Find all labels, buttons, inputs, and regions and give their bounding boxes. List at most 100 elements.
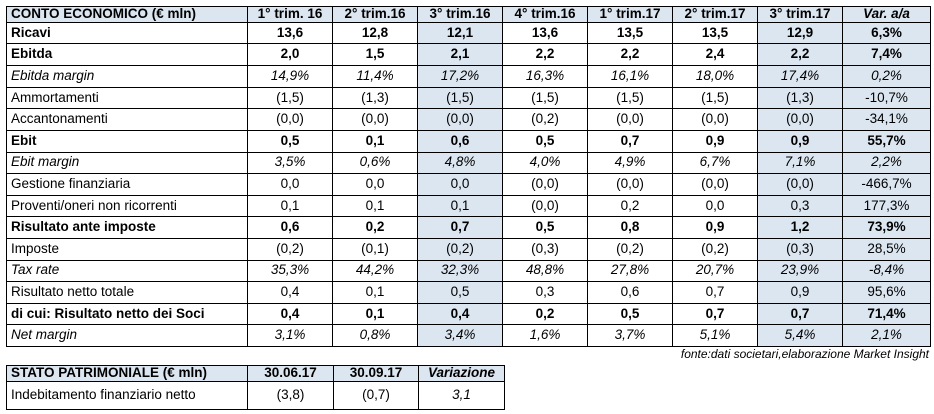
cell-value: 1,6% xyxy=(502,324,588,347)
cell-value: 0,1 xyxy=(332,129,418,153)
table-row: di cui: Risultato netto dei Soci 0,4 0,1 0,… xyxy=(6,302,931,326)
balance-sheet-table: STATO PATRIMONIALE (€ mln) 30.06.17 30.0… xyxy=(6,365,505,411)
table-row: Indebitamento finanziario netto (3,8) (0… xyxy=(6,380,505,411)
table-row: Ebitda margin 14,9% 11,4% 17,2% 16,3% 16,1% 18… xyxy=(6,65,931,88)
cell-value: 3,7% xyxy=(587,324,673,347)
cell-value: 1,2 xyxy=(757,216,843,239)
cell-value: (1,3) xyxy=(757,86,843,110)
source-note: fonte:dati societari,elaborazione Market… xyxy=(680,347,929,361)
cell-value: 0,7 xyxy=(417,216,503,239)
cell-value: 0,2 xyxy=(587,194,673,218)
cell-value: 0,6% xyxy=(332,151,418,175)
cell-value: 16,3% xyxy=(502,65,588,88)
cell-value: 0,5 xyxy=(417,281,503,304)
cell-value: (0,0) xyxy=(502,194,588,218)
cell-value: 0,2% xyxy=(842,65,931,88)
cell-value: (0,2) xyxy=(672,237,758,261)
row-label: Risultato ante imposte xyxy=(6,216,248,239)
row-label: Ricavi xyxy=(6,21,248,45)
cell-value: 12,1 xyxy=(417,21,503,45)
column-header: 4° trim.16 xyxy=(502,6,588,23)
row-label: Ammortamenti xyxy=(6,86,248,110)
cell-value: (1,5) xyxy=(247,86,333,110)
cell-value: 13,5 xyxy=(587,21,673,45)
cell-value: 4,0% xyxy=(502,151,588,175)
balance-table-title: STATO PATRIMONIALE (€ mln) xyxy=(6,365,248,382)
row-label: Accantonamenti xyxy=(6,108,248,131)
cell-value: 0,2 xyxy=(502,302,588,326)
cell-value: 71,4% xyxy=(842,302,931,326)
cell-value: 0,1 xyxy=(417,194,503,218)
cell-value: (0,0) xyxy=(587,108,673,131)
row-label: Indebitamento finanziario netto xyxy=(6,380,248,411)
cell-value: 0,5 xyxy=(587,302,673,326)
cell-value: 0,7 xyxy=(757,302,843,326)
cell-value: 0,5 xyxy=(502,129,588,153)
cell-value: 0,9 xyxy=(757,129,843,153)
cell-value: 14,9% xyxy=(247,65,333,88)
table-row: Ebit margin 3,5% 0,6% 4,8% 4,0% 4,9% 6,7% 7,1% 2… xyxy=(6,151,931,175)
cell-value: 3,1% xyxy=(247,324,333,347)
row-label: Gestione finanziaria xyxy=(6,173,248,196)
cell-value: 16,1% xyxy=(587,65,673,88)
cell-value: 35,3% xyxy=(247,259,333,283)
cell-value: 95,6% xyxy=(842,281,931,304)
cell-value: 11,4% xyxy=(332,65,418,88)
row-label: Proventi/oneri non ricorrenti xyxy=(6,194,248,218)
cell-value: 0,1 xyxy=(332,194,418,218)
cell-value: 7,1% xyxy=(757,151,843,175)
table-row: Imposte (0,2) (0,1) (0,2) (0,3) (0,2) (0,2) (0,… xyxy=(6,237,931,261)
row-label: Ebitda margin xyxy=(6,65,248,88)
cell-value: 13,5 xyxy=(672,21,758,45)
column-header: 30.09.17 xyxy=(333,365,419,382)
cell-value: (1,5) xyxy=(672,86,758,110)
cell-value: 0,5 xyxy=(247,129,333,153)
cell-value: 0,4 xyxy=(247,281,333,304)
cell-value: 3,1 xyxy=(418,380,505,411)
cell-value: 2,2% xyxy=(842,151,931,175)
cell-value: (0,0) xyxy=(672,108,758,131)
cell-value: 0,9 xyxy=(672,129,758,153)
cell-value: (0,0) xyxy=(332,108,418,131)
cell-value: 2,2 xyxy=(587,43,673,67)
cell-value: 6,3% xyxy=(842,21,931,45)
cell-value: (0,3) xyxy=(502,237,588,261)
cell-value: (0,2) xyxy=(502,108,588,131)
cell-value: 12,9 xyxy=(757,21,843,45)
cell-value: 0,7 xyxy=(587,129,673,153)
cell-value: (0,0) xyxy=(587,173,673,196)
cell-value: 0,6 xyxy=(247,216,333,239)
cell-value: 0,8 xyxy=(587,216,673,239)
table-row: Ricavi 13,6 12,8 12,1 13,6 13,5 13,5 12,9 6,3% xyxy=(6,21,931,45)
row-label: di cui: Risultato netto dei Soci xyxy=(6,302,248,326)
row-label: Ebitda xyxy=(6,43,248,67)
table-row: Risultato netto totale 0,4 0,1 0,5 0,3 0,6 0,7… xyxy=(6,281,931,304)
column-header: Var. a/a xyxy=(842,6,931,23)
cell-value: (0,0) xyxy=(672,173,758,196)
cell-value: 4,8% xyxy=(417,151,503,175)
cell-value: 55,7% xyxy=(842,129,931,153)
row-label: Net margin xyxy=(6,324,248,347)
cell-value: (0,1) xyxy=(332,237,418,261)
table-row: Net margin 3,1% 0,8% 3,4% 1,6% 3,7% 5,1% 5,4% 2,… xyxy=(6,324,931,347)
cell-value: 2,2 xyxy=(757,43,843,67)
cell-value: 5,4% xyxy=(757,324,843,347)
cell-value: (0,0) xyxy=(417,108,503,131)
table-row: Ammortamenti (1,5) (1,3) (1,5) (1,5) (1,5) (1,… xyxy=(6,86,931,110)
cell-value: (0,0) xyxy=(247,108,333,131)
cell-value: 0,3 xyxy=(757,194,843,218)
cell-value: 3,5% xyxy=(247,151,333,175)
cell-value: 17,4% xyxy=(757,65,843,88)
cell-value: (0,7) xyxy=(333,380,419,411)
table-row: Tax rate 35,3% 44,2% 32,3% 48,8% 27,8% 20,7% 23… xyxy=(6,259,931,283)
cell-value: 48,8% xyxy=(502,259,588,283)
cell-value: 32,3% xyxy=(417,259,503,283)
cell-value: (1,5) xyxy=(587,86,673,110)
cell-value: 20,7% xyxy=(672,259,758,283)
row-label: Ebit xyxy=(6,129,248,153)
income-table-title: CONTO ECONOMICO (€ mln) xyxy=(6,6,248,23)
column-header: 30.06.17 xyxy=(247,365,334,382)
cell-value: 1,5 xyxy=(332,43,418,67)
cell-value: (1,3) xyxy=(332,86,418,110)
column-header: 1° trim.17 xyxy=(587,6,673,23)
